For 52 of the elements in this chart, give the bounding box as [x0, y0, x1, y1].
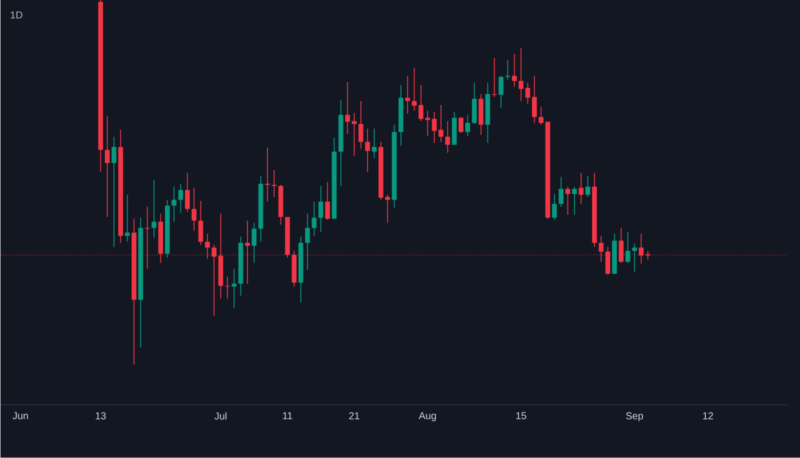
candlestick — [252, 222, 257, 264]
x-tick-label: Aug — [418, 412, 436, 422]
candlestick — [318, 186, 324, 232]
text: 1D — [10, 12, 22, 19]
candlestick — [358, 100, 364, 150]
candlestick — [512, 54, 517, 88]
candlestick — [112, 136, 116, 248]
candlestick — [272, 170, 277, 198]
x-tick-label: 15 — [516, 412, 526, 420]
candlestick — [578, 172, 584, 204]
candlestick — [152, 179, 156, 238]
candlestick — [178, 183, 184, 214]
candlestick — [438, 104, 444, 142]
candlestick — [525, 82, 530, 105]
candlestick — [104, 116, 110, 218]
x-tick-label: 12 — [703, 412, 713, 420]
candlestick — [492, 58, 497, 98]
candlestick — [458, 116, 464, 134]
candlestick — [405, 76, 410, 114]
candlestick — [585, 175, 590, 198]
candlestick — [184, 172, 190, 212]
x-tick-label: Jun — [12, 412, 28, 420]
candlestick — [312, 201, 317, 237]
x-tick-label: 11 — [283, 412, 292, 420]
candlestick — [198, 200, 204, 246]
candlestick — [572, 186, 577, 216]
x-tick-label: 13 — [96, 412, 106, 420]
candlestick — [552, 194, 557, 220]
candlestick — [632, 243, 637, 272]
candlestick — [365, 128, 370, 172]
candlestick — [172, 186, 176, 222]
x-tick-label: Jul — [214, 412, 226, 420]
candlestick — [325, 182, 330, 220]
candlestick — [232, 268, 236, 308]
x-tick-label: 21 — [349, 412, 360, 420]
candlestick — [305, 213, 310, 270]
candlestick — [445, 120, 450, 154]
candlestick — [558, 176, 564, 208]
candlestick — [565, 186, 570, 216]
candlestick — [538, 106, 544, 126]
candlestick — [432, 112, 437, 144]
candlestick — [625, 232, 630, 264]
candlestick — [532, 76, 537, 124]
candlestick — [498, 76, 504, 109]
candlestick — [345, 82, 350, 134]
candlestick — [518, 48, 524, 102]
x-tick-label: Sep — [626, 412, 643, 422]
candlestick — [265, 147, 270, 202]
candlestick — [124, 194, 130, 242]
candlestick — [465, 114, 470, 137]
candlestick — [192, 187, 196, 232]
candlestick — [352, 112, 357, 156]
